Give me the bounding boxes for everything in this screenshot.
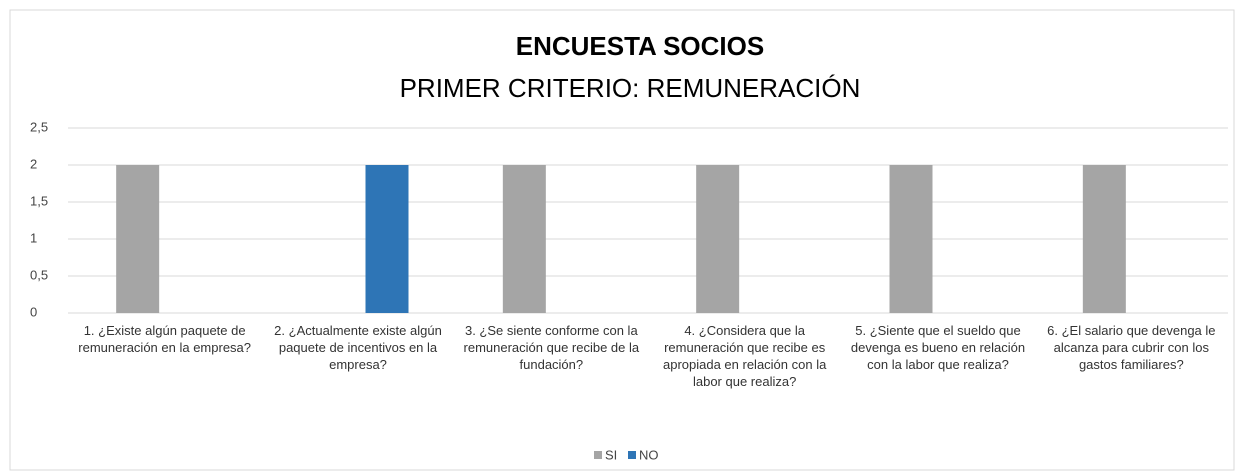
bar: [502, 165, 546, 313]
bar: [1082, 165, 1126, 313]
y-tick-label: 2: [30, 156, 37, 171]
legend-label: SI: [605, 447, 617, 462]
y-tick-label: 0: [30, 304, 37, 319]
x-tick-label: 1. ¿Existe algún paquete de remuneración…: [78, 323, 252, 355]
legend-swatch: [628, 451, 636, 459]
bar: [365, 165, 409, 313]
y-tick-label: 2,5: [30, 119, 48, 134]
chart-title: ENCUESTA SOCIOS: [516, 31, 764, 61]
x-tick-label: 3. ¿Se siente conforme con la remuneraci…: [463, 323, 640, 372]
x-tick-label: 6. ¿El salario que devenga le alcanza pa…: [1047, 323, 1216, 372]
legend-label: NO: [639, 447, 659, 462]
y-tick-label: 1: [30, 230, 37, 245]
x-tick-label: 5. ¿Siente que el sueldo que devenga es …: [850, 323, 1026, 372]
x-tick-label: 4. ¿Considera que la remuneración que re…: [662, 323, 827, 389]
bar: [889, 165, 933, 313]
bar: [696, 165, 740, 313]
legend-swatch: [594, 451, 602, 459]
chart-subtitle: PRIMER CRITERIO: REMUNERACIÓN: [400, 73, 861, 103]
chart-frame: [9, 9, 1235, 471]
y-tick-label: 1,5: [30, 193, 48, 208]
x-tick-label: 2. ¿Actualmente existe algún paquete de …: [274, 323, 442, 372]
bar: [116, 165, 160, 313]
y-tick-label: 0,5: [30, 267, 48, 282]
